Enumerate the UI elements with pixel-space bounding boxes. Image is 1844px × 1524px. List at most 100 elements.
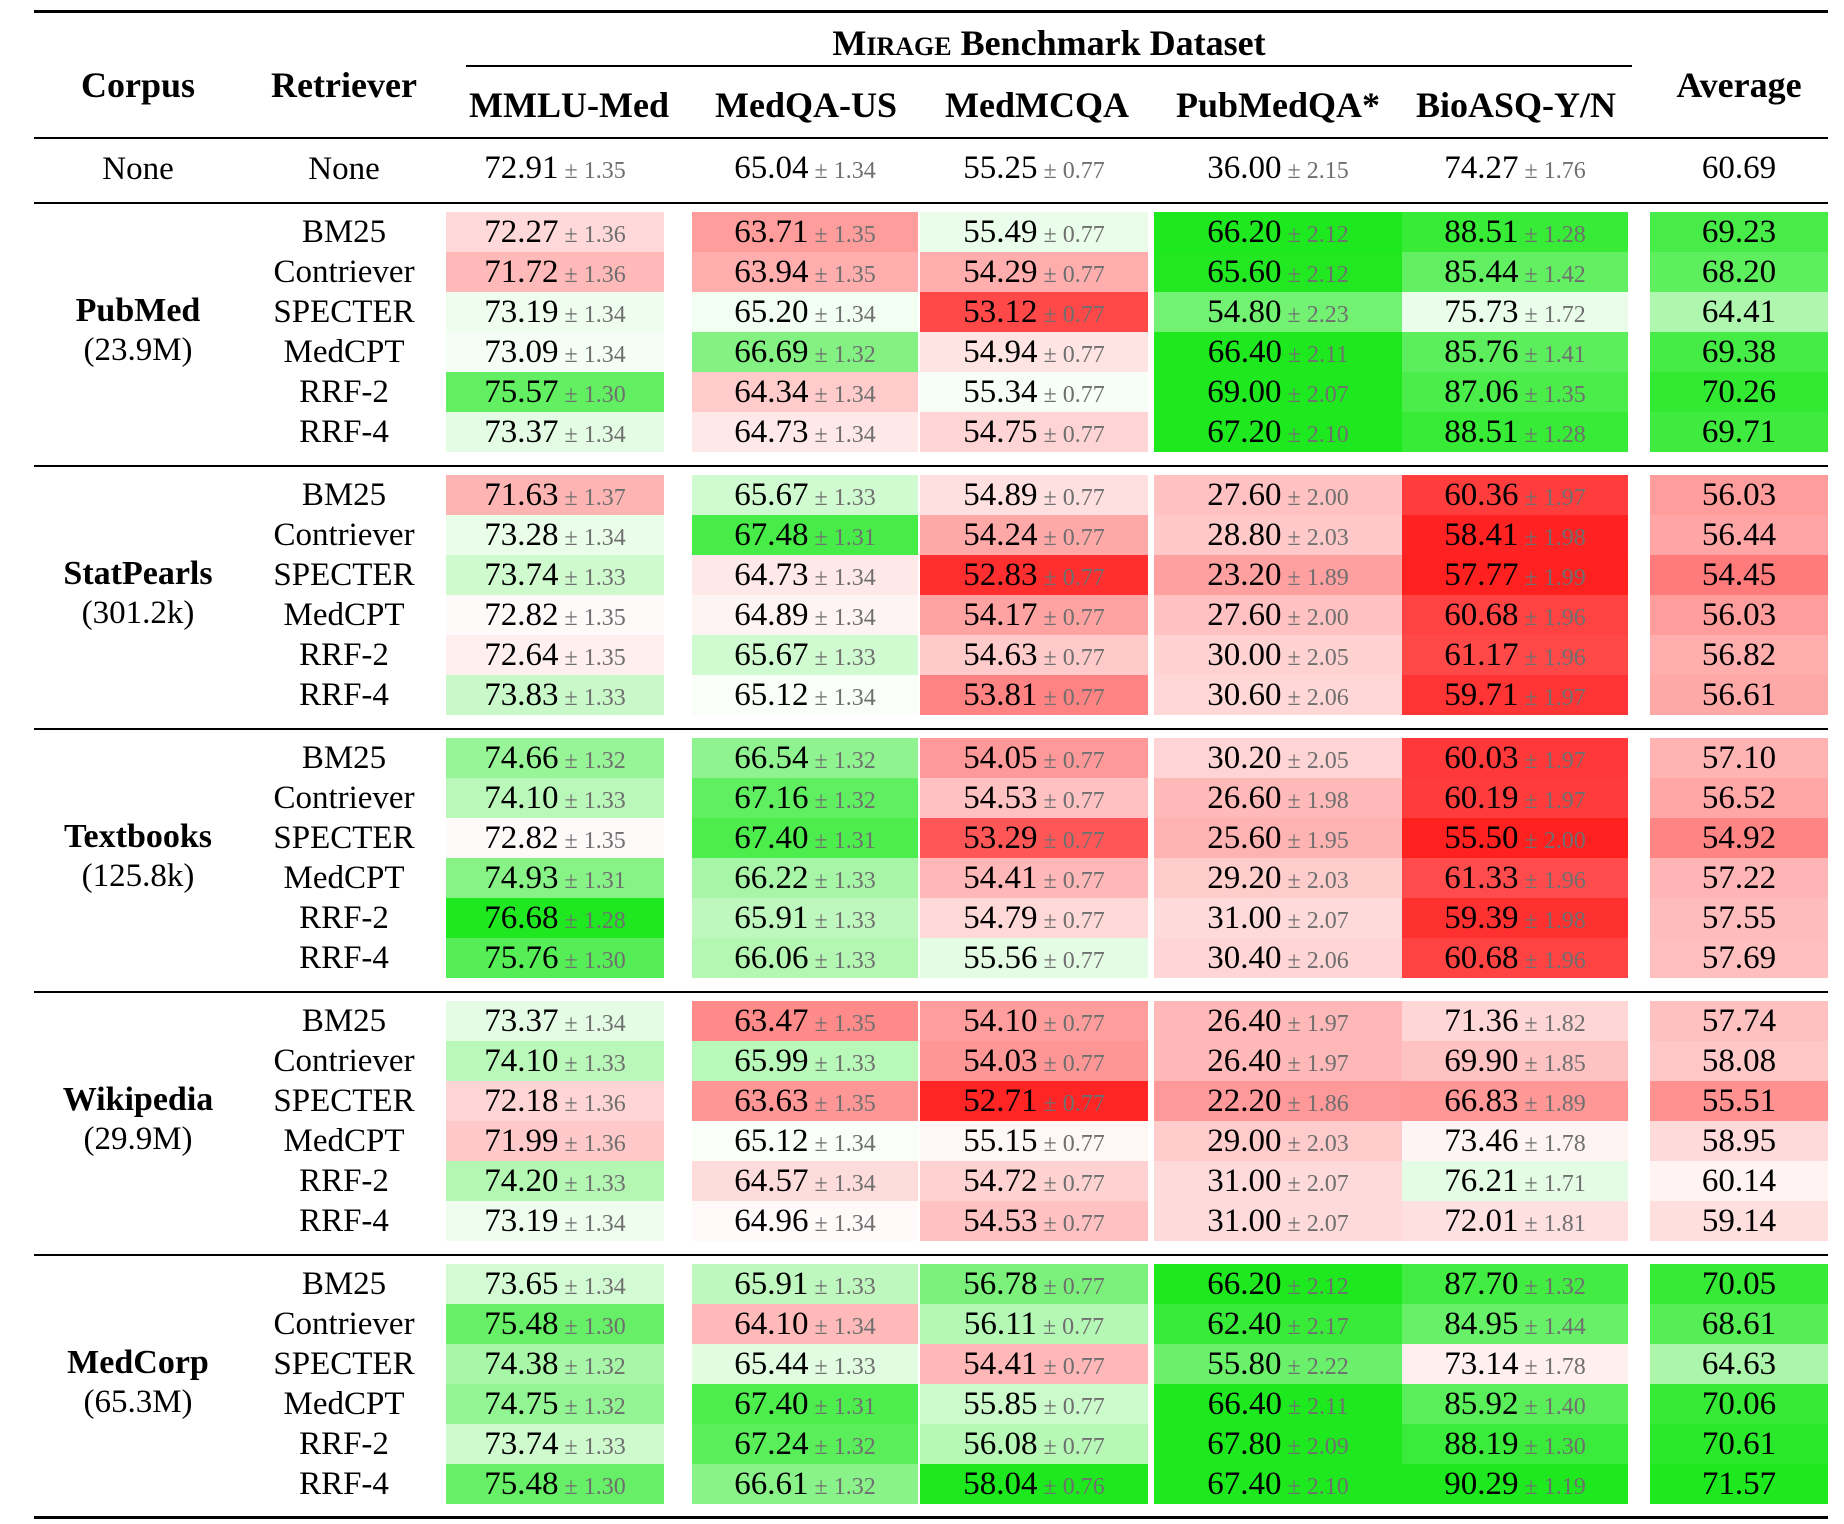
- cell-error: ± 0.77: [1037, 948, 1105, 974]
- score-cell: 74.20 ± 1.33: [446, 1161, 664, 1201]
- cell-error: ± 0.77: [1037, 1274, 1105, 1300]
- score-cell: 28.80 ± 2.03: [1154, 515, 1402, 555]
- cell-value: 59.71: [1444, 677, 1519, 713]
- cell-value: 65.91: [734, 1266, 809, 1302]
- cell-error: ± 0.77: [1037, 1051, 1105, 1077]
- score-cell: 73.14 ± 1.78: [1402, 1344, 1628, 1384]
- score-cell: 71.36 ± 1.82: [1402, 1001, 1628, 1041]
- score-cell: 75.57 ± 1.30: [446, 372, 664, 412]
- cell-error: ± 1.34: [558, 1211, 626, 1237]
- cell-value: 54.94: [963, 334, 1038, 370]
- score-cell: 71.72 ± 1.36: [446, 252, 664, 292]
- cell-value: 66.20: [1207, 214, 1282, 250]
- score-cell: 69.00 ± 2.07: [1154, 372, 1402, 412]
- score-cell: 54.29 ± 0.77: [920, 252, 1148, 292]
- cell-value: 75.48: [484, 1466, 559, 1502]
- cell-value: 28.80: [1207, 517, 1282, 553]
- cell-value: 30.40: [1207, 940, 1282, 976]
- cell-value: 55.50: [1444, 820, 1519, 856]
- score-cell: 54.94 ± 0.77: [920, 332, 1148, 372]
- score-cell: 73.37 ± 1.34: [446, 1001, 664, 1041]
- group-rule: [34, 202, 1828, 204]
- cell-value: 69.00: [1207, 374, 1282, 410]
- retriever-label: MedCPT: [283, 1123, 405, 1159]
- cell-error: ± 1.72: [1518, 302, 1586, 328]
- cell-error: ± 2.07: [1281, 1211, 1349, 1237]
- score-cell: 55.56 ± 0.77: [920, 938, 1148, 978]
- average-cell: 64.41: [1650, 292, 1828, 332]
- score-cell: 85.44 ± 1.42: [1402, 252, 1628, 292]
- score-cell: 65.60 ± 2.12: [1154, 252, 1402, 292]
- baseline-average-cell: 60.69: [1650, 148, 1828, 188]
- cell-value: 58.95: [1701, 1123, 1777, 1159]
- cell-value: 71.57: [1701, 1466, 1777, 1502]
- score-cell: 75.48 ± 1.30: [446, 1304, 664, 1344]
- score-cell: 69.90 ± 1.85: [1402, 1041, 1628, 1081]
- cell-error: ± 2.00: [1281, 605, 1349, 631]
- score-cell: 54.53 ± 0.77: [920, 1201, 1148, 1241]
- cell-value: 31.00: [1207, 900, 1282, 936]
- cell-value: 53.12: [963, 294, 1038, 330]
- score-cell: 23.20 ± 1.89: [1154, 555, 1402, 595]
- retriever-label: BM25: [301, 740, 387, 776]
- retriever-label: BM25: [301, 1266, 387, 1302]
- cell-value: 54.80: [1207, 294, 1282, 330]
- corpus-name: MedCorp: [67, 1344, 209, 1381]
- cell-error: ± 1.32: [558, 1394, 626, 1420]
- cell-error: ± 1.35: [808, 262, 876, 288]
- score-cell: 73.74 ± 1.33: [446, 1424, 664, 1464]
- score-cell: 65.44 ± 1.33: [692, 1344, 918, 1384]
- retriever-label: SPECTER: [273, 1346, 415, 1382]
- cell-error: ± 0.77: [1037, 645, 1105, 671]
- cell-error: ± 2.03: [1281, 1131, 1349, 1157]
- cell-error: ± 0.77: [1037, 788, 1105, 814]
- cell-error: ± 1.35: [1518, 382, 1586, 408]
- cell-error: ± 1.35: [558, 605, 626, 631]
- average-cell: 56.61: [1650, 675, 1828, 715]
- average-cell: 57.69: [1650, 938, 1828, 978]
- retriever-label: RRF-4: [299, 1203, 389, 1239]
- cell-value: 85.44: [1444, 254, 1519, 290]
- cell-error: ± 0.77: [1037, 1354, 1105, 1380]
- retriever-label: MedCPT: [283, 597, 405, 633]
- score-cell: 53.29 ± 0.77: [920, 818, 1148, 858]
- average-cell: 70.26: [1650, 372, 1828, 412]
- score-cell: 66.40 ± 2.11: [1154, 1384, 1402, 1424]
- cell-value: 85.76: [1444, 334, 1519, 370]
- score-cell: 66.69 ± 1.32: [692, 332, 918, 372]
- cell-value: 65.12: [734, 1123, 809, 1159]
- score-cell: 66.83 ± 1.89: [1402, 1081, 1628, 1121]
- cell-value: 59.14: [1701, 1203, 1777, 1239]
- average-cell: 56.03: [1650, 475, 1828, 515]
- cell-error: ± 1.33: [558, 1171, 626, 1197]
- score-cell: 87.70 ± 1.32: [1402, 1264, 1628, 1304]
- cell-value: 74.75: [484, 1386, 559, 1422]
- cell-error: ± 0.77: [1037, 525, 1105, 551]
- cell-value: 66.40: [1207, 1386, 1282, 1422]
- cell-error: ± 2.12: [1281, 222, 1349, 248]
- cell-error: ± 1.34: [808, 1314, 876, 1340]
- cell-error: ± 0.77: [1037, 1091, 1105, 1117]
- cell-error: ± 1.28: [558, 908, 626, 934]
- average-cell: 56.03: [1650, 595, 1828, 635]
- score-cell: 73.28 ± 1.34: [446, 515, 664, 555]
- score-cell: 65.99 ± 1.33: [692, 1041, 918, 1081]
- none-corpus-label: None: [102, 151, 174, 187]
- score-cell: 64.89 ± 1.34: [692, 595, 918, 635]
- column-header-bioasq-y-n: BioASQ-Y/N: [1415, 85, 1617, 125]
- score-cell: 59.71 ± 1.97: [1402, 675, 1628, 715]
- baseline-cell: 72.91 ± 1.35: [446, 148, 664, 188]
- cell-value: 73.09: [484, 334, 559, 370]
- score-cell: 31.00 ± 2.07: [1154, 1161, 1402, 1201]
- cell-value: 30.60: [1207, 677, 1282, 713]
- score-cell: 54.41 ± 0.77: [920, 1344, 1148, 1384]
- cell-error: ± 1.33: [808, 868, 876, 894]
- score-cell: 60.68 ± 1.96: [1402, 938, 1628, 978]
- score-cell: 67.40 ± 1.31: [692, 818, 918, 858]
- cell-value: 65.67: [734, 477, 809, 513]
- cell-value: 54.72: [963, 1163, 1038, 1199]
- cell-error: ± 1.33: [808, 1354, 876, 1380]
- cell-value: 90.29: [1444, 1466, 1519, 1502]
- cell-value: 54.75: [963, 414, 1038, 450]
- average-cell: 56.82: [1650, 635, 1828, 675]
